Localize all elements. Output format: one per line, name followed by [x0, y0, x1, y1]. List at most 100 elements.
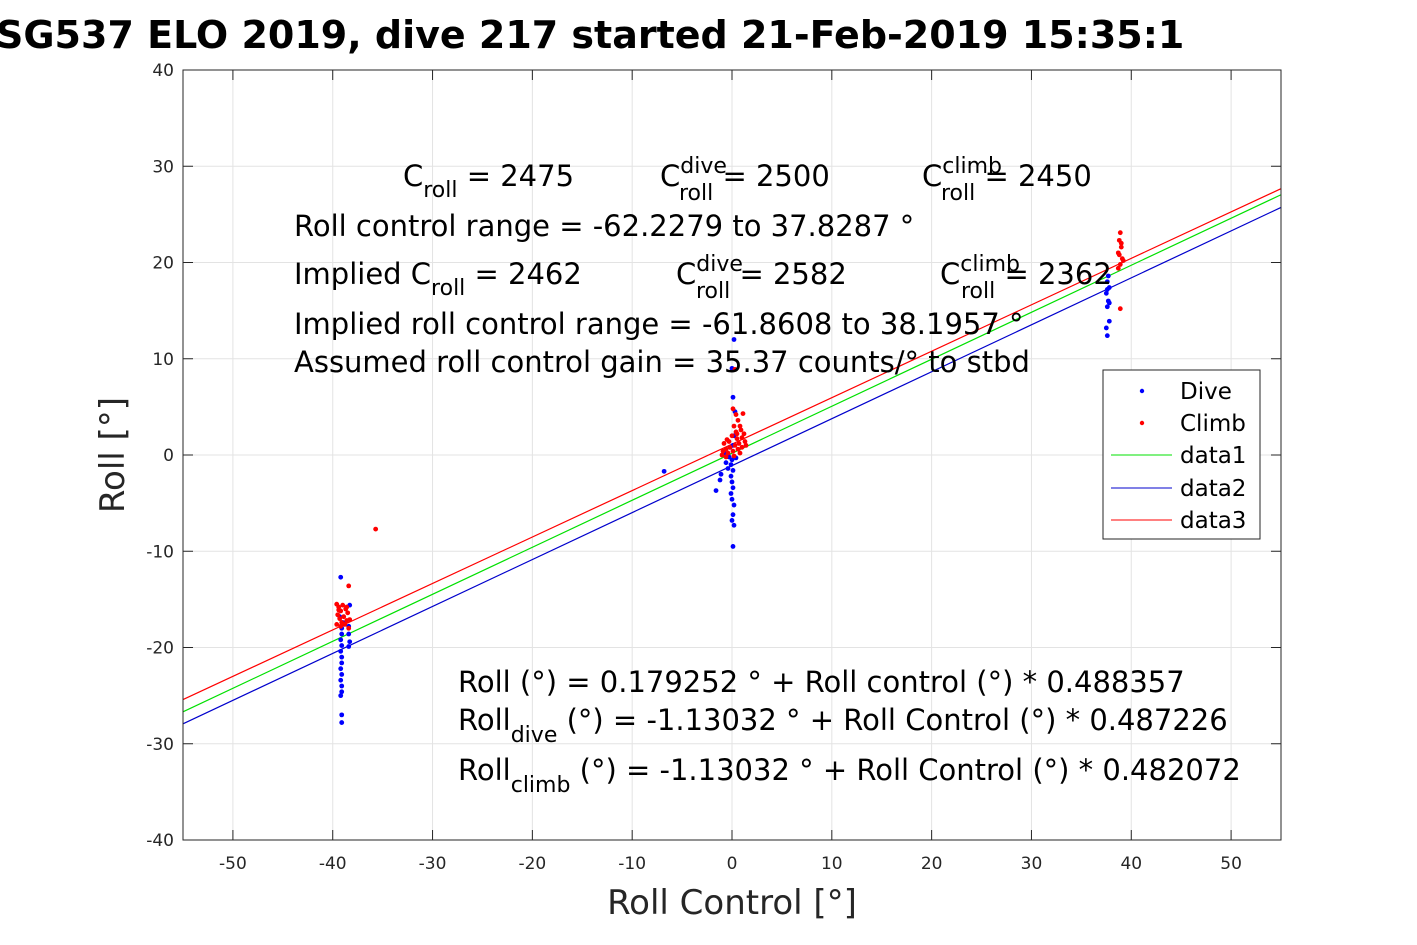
- data-point-climb: [730, 406, 736, 412]
- data-point-dive: [729, 496, 735, 502]
- data-point-climb: [338, 623, 344, 629]
- axis-ticks: -50 -40 -30 -20 -10 0 10 20 30 40 50 -40 -30 -20 -10 0 1…: [146, 61, 1281, 874]
- annotation-croll: Croll = 2475: [403, 159, 574, 203]
- x-tick-label: -50: [219, 854, 247, 874]
- data-point-climb: [719, 452, 725, 458]
- data-point-climb: [1117, 306, 1123, 312]
- legend-label-dive: Dive: [1180, 379, 1232, 405]
- data-point-dive: [346, 644, 352, 649]
- data-point-climb: [336, 607, 342, 613]
- data-point-climb: [347, 617, 353, 622]
- data-point-dive: [338, 637, 344, 643]
- data-point-dive: [730, 512, 736, 518]
- data-point-dive: [339, 712, 345, 718]
- data-point-climb: [731, 423, 737, 429]
- data-point-climb: [734, 436, 740, 442]
- plot-area: -50 -40 -30 -20 -10 0 10 20 30 40 50 -40 -30 -20 -10 0 1…: [146, 61, 1282, 874]
- data-point-climb: [726, 439, 732, 444]
- data-point-dive: [339, 643, 345, 648]
- data-point-climb: [720, 448, 726, 454]
- data-point-climb: [1117, 230, 1123, 236]
- data-point-climb: [735, 446, 741, 452]
- data-point-dive: [1105, 273, 1111, 279]
- x-tick-label: 50: [1220, 854, 1242, 874]
- legend-label-data1: data1: [1180, 443, 1246, 469]
- y-tick-label: -40: [146, 831, 174, 851]
- x-tick-label: -40: [319, 854, 347, 874]
- y-tick-label: -10: [146, 542, 174, 562]
- annotation-range: Roll control range = -62.2279 to 37.8287…: [294, 209, 914, 243]
- data-point-climb: [739, 444, 745, 450]
- data-point-dive: [729, 518, 735, 523]
- data-point-dive: [1104, 287, 1110, 292]
- data-point-climb: [735, 417, 741, 423]
- data-point-dive: [339, 689, 345, 695]
- annotation-implied-range: Implied roll control range = -61.8608 to…: [294, 307, 1024, 341]
- data-point-dive: [728, 473, 734, 479]
- data-point-dive: [1104, 333, 1110, 339]
- data-point-climb: [727, 444, 733, 450]
- data-point-climb: [342, 622, 348, 627]
- data-point-dive: [1103, 325, 1109, 331]
- data-point-climb: [346, 625, 352, 631]
- data-point-dive: [730, 544, 736, 549]
- legend-label-climb: Climb: [1180, 411, 1246, 437]
- data-point-dive: [728, 462, 734, 468]
- data-point-climb: [736, 441, 742, 446]
- data-point-climb: [1118, 244, 1124, 250]
- data-point-dive: [339, 720, 345, 725]
- x-tick-label: 0: [727, 854, 738, 874]
- annotation-fit-all: Roll (°) = 0.179252 ° + Roll control (°)…: [458, 665, 1185, 699]
- data-points: [334, 230, 1126, 725]
- data-point-climb: [737, 450, 743, 456]
- data-point-climb: [341, 614, 347, 620]
- data-point-climb: [344, 604, 350, 610]
- data-point-climb: [729, 433, 735, 439]
- data-point-dive: [729, 457, 735, 463]
- annotation-fit-dive: Rolldive (°) = -1.13032 ° + Roll Control…: [458, 703, 1228, 748]
- annotation-implied-croll: Implied Croll = 2462: [294, 257, 582, 301]
- data-point-dive: [338, 648, 344, 654]
- data-point-dive: [717, 477, 723, 483]
- annotation-implied-croll-climb: Cclimb roll = 2362: [940, 252, 1112, 304]
- data-point-climb: [1118, 240, 1124, 246]
- data-point-climb: [742, 439, 748, 444]
- legend-label-data2: data2: [1180, 476, 1246, 502]
- data-point-climb: [1120, 258, 1126, 263]
- data-point-climb: [1115, 265, 1121, 271]
- legend-swatch-dive: [1139, 388, 1145, 394]
- data-point-dive: [338, 677, 344, 683]
- data-point-climb: [345, 610, 351, 616]
- data-point-dive: [731, 522, 737, 528]
- data-point-climb: [335, 612, 341, 618]
- data-point-climb: [737, 423, 743, 429]
- data-point-dive: [338, 574, 344, 580]
- data-point-dive: [730, 468, 736, 473]
- y-tick-label: 10: [152, 350, 174, 370]
- data-point-dive: [1104, 304, 1110, 310]
- data-point-climb: [733, 429, 739, 435]
- annotation-croll-dive: Cdive roll = 2500: [660, 154, 830, 206]
- data-point-dive: [725, 466, 731, 471]
- data-point-climb: [340, 602, 346, 608]
- data-point-climb: [725, 450, 731, 456]
- annotation-implied-croll-dive: Cdive roll = 2582: [676, 252, 847, 304]
- data-point-dive: [347, 639, 353, 645]
- data-point-dive: [346, 631, 352, 637]
- data-point-dive: [1103, 290, 1109, 296]
- data-point-dive: [339, 631, 345, 637]
- data-point-dive: [729, 479, 735, 485]
- x-tick-label: 30: [1021, 854, 1043, 874]
- data-point-dive: [1104, 279, 1110, 285]
- data-point-climb: [373, 526, 379, 532]
- data-point-dive: [723, 460, 729, 466]
- annotation-croll-climb: Cclimb roll = 2450: [922, 154, 1092, 206]
- data-point-climb: [738, 427, 744, 433]
- x-tick-label: -30: [419, 854, 447, 874]
- data-point-climb: [741, 431, 747, 437]
- x-tick-label: -10: [618, 854, 646, 874]
- legend: Dive Climb data1 data2 data3: [1102, 369, 1261, 540]
- data-point-dive: [1106, 300, 1112, 306]
- x-tick-label: 10: [821, 854, 843, 874]
- y-axis-label: Roll [°]: [93, 397, 133, 513]
